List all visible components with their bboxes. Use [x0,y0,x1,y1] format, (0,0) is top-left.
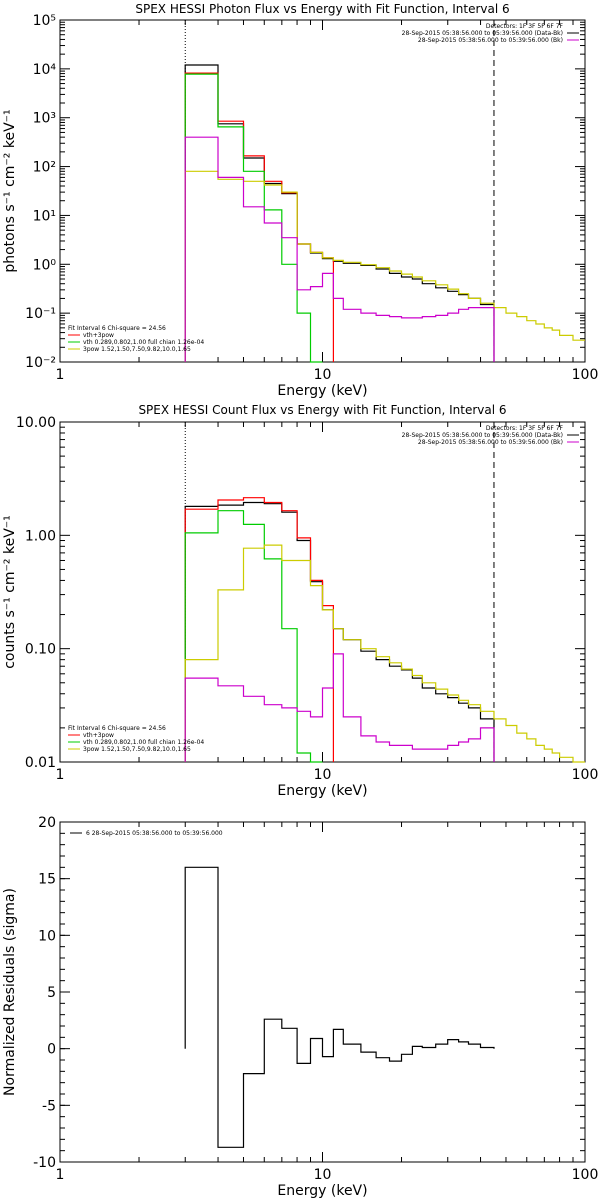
y-tick-label: 0 [47,1042,56,1058]
y-axis-label: Normalized Residuals (sigma) [2,888,18,1096]
plot-frame [59,821,586,1163]
legend-entry: Fit Interval 6 Chi-square = 24.56 [68,325,166,332]
x-tick-label: 10 [314,767,332,783]
legend-entry: 28-Sep-2015 05:38:56.000 to 05:39:56.000… [402,432,563,439]
series-line-data-bk [184,501,495,762]
series-line-vth-3pow [184,497,334,762]
y-tick-label: 10⁴ [33,62,57,78]
y-tick-label: 1.00 [25,528,56,544]
x-tick-label: 100 [572,367,599,383]
series-line-3pow [184,544,585,763]
y-axis-label: photons s⁻¹ cm⁻² keV⁻¹ [2,109,18,272]
y-tick-label: -10 [33,1155,56,1171]
legend-entry: Fit Interval 6 Chi-square = 24.56 [68,725,166,732]
series-line-vth [184,510,323,763]
legend-entry: vth+3pow [83,332,114,339]
legend-entry: Detectors: 1F 3F 5F 6F 7F [486,425,564,432]
y-tick-label: 15 [38,872,56,888]
legend-entry: 3pow 1.52,1.50,7.50,9.82,10.0,1.65 [83,746,191,753]
legend-entry: 6 28-Sep-2015 05:38:56.000 to 05:39:56.0… [86,830,223,837]
x-tick-label: 10 [314,367,332,383]
series-line-bk [184,653,495,762]
legend-entry: 28-Sep-2015 05:38:56.000 to 05:39:56.000… [418,439,563,446]
series-line-bk [184,136,495,362]
chart-title: SPEX HESSI Count Flux vs Energy with Fit… [138,403,506,417]
legend-entry: vth+3pow [83,732,114,739]
series-line-data-bk [184,64,495,362]
legend-entry: 3pow 1.52,1.50,7.50,9.82,10.0,1.65 [83,346,191,353]
x-axis-label: Energy (keV) [277,1183,367,1199]
y-tick-label: 10³ [33,111,56,127]
series-line-vth-3pow [184,72,334,362]
y-axis-label: counts s⁻¹ cm⁻² keV⁻¹ [2,515,18,669]
series-line-3pow [184,170,585,362]
y-tick-label: 5 [47,985,56,1001]
chart-title: SPEX HESSI Photon Flux vs Energy with Fi… [135,2,509,16]
x-tick-label: 1 [56,1167,65,1183]
x-tick-label: 100 [572,1167,599,1183]
y-tick-label: 10⁻² [25,355,56,371]
x-axis-label: Energy (keV) [277,383,367,399]
x-tick-label: 100 [572,767,599,783]
y-tick-label: 10 [38,928,56,944]
series-line-vth [184,73,323,363]
x-axis-label: Energy (keV) [277,783,367,799]
y-tick-label: 10⁰ [33,257,57,273]
legend-entry: 28-Sep-2015 05:38:56.000 to 05:39:56.000… [418,37,563,44]
x-tick-label: 1 [56,767,65,783]
legend-entry: 28-Sep-2015 05:38:56.000 to 05:39:56.000… [402,30,563,37]
series-line-6-28-sep-2015-05-38-56-000-to-05-39-56-000 [184,866,495,1148]
legend-entry: Detectors: 1F 3F 5F 6F 7F [486,23,564,30]
x-tick-label: 1 [56,367,65,383]
y-tick-label: 10.00 [16,415,56,431]
y-tick-label: 0.01 [25,755,56,771]
y-tick-label: 20 [38,815,56,831]
y-tick-label: 10⁻¹ [25,306,56,322]
y-tick-label: 10² [33,160,56,176]
y-tick-label: 10⁵ [33,13,56,29]
y-tick-label: -5 [42,1098,56,1114]
y-tick-label: 10¹ [33,208,56,224]
legend-entry: vth 0.289,0.802,1.00 full chian 1.26e-04 [83,339,204,346]
legend-entry: vth 0.289,0.802,1.00 full chian 1.26e-04 [83,739,204,746]
x-tick-label: 10 [314,1167,332,1183]
y-tick-label: 0.10 [25,642,56,658]
